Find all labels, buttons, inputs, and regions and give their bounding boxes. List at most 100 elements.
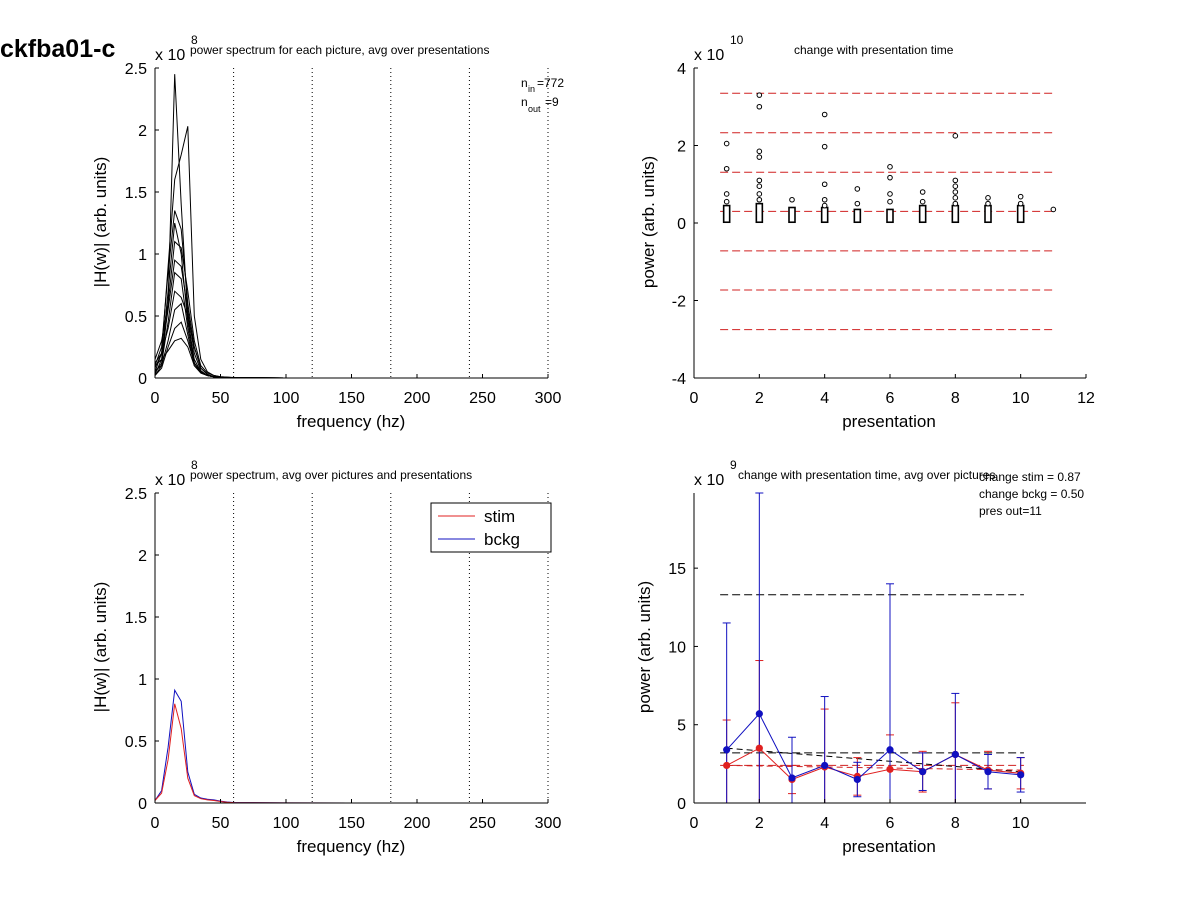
tr-point bbox=[887, 191, 893, 197]
tr-point-cluster bbox=[755, 202, 764, 224]
tr-point bbox=[854, 186, 861, 192]
tl-series-line-3 bbox=[154, 222, 548, 379]
tl-series-line-4 bbox=[154, 240, 548, 379]
tr-xtick-label: 8 bbox=[951, 390, 960, 407]
bl-ytick-label: 2 bbox=[138, 548, 147, 565]
br-point-bckg bbox=[788, 774, 796, 782]
tl-series-line-2 bbox=[154, 210, 548, 379]
tr-point bbox=[887, 164, 893, 170]
tr-point bbox=[821, 202, 828, 209]
tr-point bbox=[723, 140, 730, 147]
tr-point bbox=[887, 174, 893, 181]
svg-text:n: n bbox=[521, 95, 528, 109]
br-xtick-label: 2 bbox=[755, 815, 764, 832]
tr-ytick-label: 2 bbox=[677, 139, 686, 156]
br-ylabel: power (arb. units) bbox=[635, 581, 654, 713]
br-point-bckg bbox=[821, 761, 829, 770]
br-annotation-pres-out: pres out=11 bbox=[979, 504, 1042, 518]
tr-point bbox=[1017, 193, 1024, 200]
tr-point-cluster bbox=[886, 208, 894, 224]
tr-point bbox=[756, 191, 763, 197]
tl-series-line-5 bbox=[154, 259, 548, 379]
bl-legend-bckg: bckg bbox=[484, 530, 520, 549]
bl-series-bckg bbox=[154, 688, 548, 804]
br-point-bckg bbox=[755, 710, 763, 718]
tr-point bbox=[985, 195, 991, 201]
bl-xtick-label: 250 bbox=[469, 815, 496, 832]
br-xtick-label: 8 bbox=[951, 815, 960, 832]
svg-text:=772: =772 bbox=[537, 76, 564, 90]
tl-xtick-label: 100 bbox=[273, 390, 300, 407]
br-ytick-label: 5 bbox=[677, 718, 686, 735]
tr-point bbox=[952, 189, 959, 195]
tr-xlabel: presentation bbox=[842, 412, 936, 431]
br-series-stim bbox=[726, 747, 1021, 781]
bl-xtick-label: 50 bbox=[212, 815, 230, 832]
tl-ytick-label: 2.5 bbox=[125, 61, 147, 78]
bl-legend-stim: stim bbox=[484, 507, 515, 526]
br-xtick-label: 10 bbox=[1012, 815, 1030, 832]
tl-series-line-10 bbox=[154, 337, 548, 379]
br-annotation-stim: change stim = 0.87 bbox=[979, 470, 1081, 484]
tl-ytick-label: 1 bbox=[138, 247, 147, 264]
br-ytick-label: 10 bbox=[668, 639, 686, 656]
tr-point bbox=[756, 183, 763, 189]
bl-xtick-label: 200 bbox=[404, 815, 431, 832]
tr-point bbox=[756, 92, 763, 98]
tr-xtick-label: 0 bbox=[690, 390, 699, 407]
tr-xtick-label: 4 bbox=[820, 390, 829, 407]
tr-point bbox=[887, 198, 893, 205]
tr-plot-area: 0 2 4 6 8 10 12 -4 -2 0 2 4 bbox=[672, 61, 1095, 407]
tr-point bbox=[854, 200, 861, 207]
tl-xtick-label: 250 bbox=[469, 390, 496, 407]
tr-xtick-label: 10 bbox=[1012, 390, 1030, 407]
br-point-bckg bbox=[919, 768, 927, 776]
tl-series-line-1 bbox=[154, 126, 548, 379]
bl-ytick-label: 0.5 bbox=[125, 734, 147, 751]
tr-point-cluster bbox=[788, 206, 796, 224]
tl-xtick-label: 200 bbox=[404, 390, 431, 407]
tr-point bbox=[919, 189, 926, 195]
tr-point bbox=[952, 133, 959, 139]
tr-point bbox=[919, 198, 926, 205]
chart-change-with-presentation-avg: 0 2 4 6 8 10 0 5 10 15 change with presentation t… bbox=[635, 458, 1086, 856]
br-point-bckg bbox=[723, 746, 731, 754]
br-xlabel: presentation bbox=[842, 837, 936, 856]
tl-ytick-label: 0.5 bbox=[125, 309, 147, 326]
tr-point bbox=[756, 177, 763, 184]
br-plot-area: 0 2 4 6 8 10 0 5 10 15 bbox=[668, 492, 1086, 832]
tl-plot-area: 0 50 100 150 200 250 300 0 0.5 1 1.5 2 2.5 bbox=[125, 61, 562, 407]
chart-power-spectrum-per-picture: 0 50 100 150 200 250 300 0 0.5 1 1.5 2 2.5 power spe… bbox=[91, 33, 564, 431]
tr-point bbox=[952, 177, 959, 184]
br-point-bckg bbox=[951, 750, 959, 759]
tl-n-in: n in =772 bbox=[521, 76, 564, 94]
tl-xlabel: frequency (hz) bbox=[297, 412, 406, 431]
tl-ylabel: |H(w)| (arb. units) bbox=[91, 157, 110, 288]
tr-point bbox=[952, 195, 959, 201]
tr-point-cluster bbox=[820, 206, 829, 224]
br-point-bckg bbox=[984, 768, 992, 776]
br-annotation-bckg: change bckg = 0.50 bbox=[979, 487, 1084, 501]
br-point-bckg bbox=[886, 746, 894, 754]
tr-point bbox=[723, 191, 730, 197]
br-trend-bckg bbox=[726, 747, 1021, 773]
bl-xtick-label: 100 bbox=[273, 815, 300, 832]
tl-series-line-0 bbox=[154, 74, 548, 379]
tl-ytick-label: 0 bbox=[138, 371, 147, 388]
tr-ylabel: power (arb. units) bbox=[639, 156, 658, 288]
tr-point bbox=[821, 196, 828, 203]
tr-point-cluster bbox=[984, 204, 992, 224]
tr-point-cluster bbox=[853, 208, 862, 224]
tl-multiplier: x 10 bbox=[155, 47, 185, 64]
tr-xtick-label: 2 bbox=[755, 390, 764, 407]
br-point-stim bbox=[886, 765, 894, 773]
tr-multiplier: x 10 bbox=[694, 47, 724, 64]
tr-point bbox=[821, 111, 828, 118]
bl-multiplier-exp: 8 bbox=[191, 458, 198, 472]
tr-ytick-label: -2 bbox=[672, 294, 686, 311]
tr-point-cluster bbox=[1016, 204, 1025, 224]
tr-point bbox=[756, 154, 763, 160]
bl-xtick-label: 0 bbox=[151, 815, 160, 832]
tl-n-out: n out =9 bbox=[521, 95, 559, 114]
